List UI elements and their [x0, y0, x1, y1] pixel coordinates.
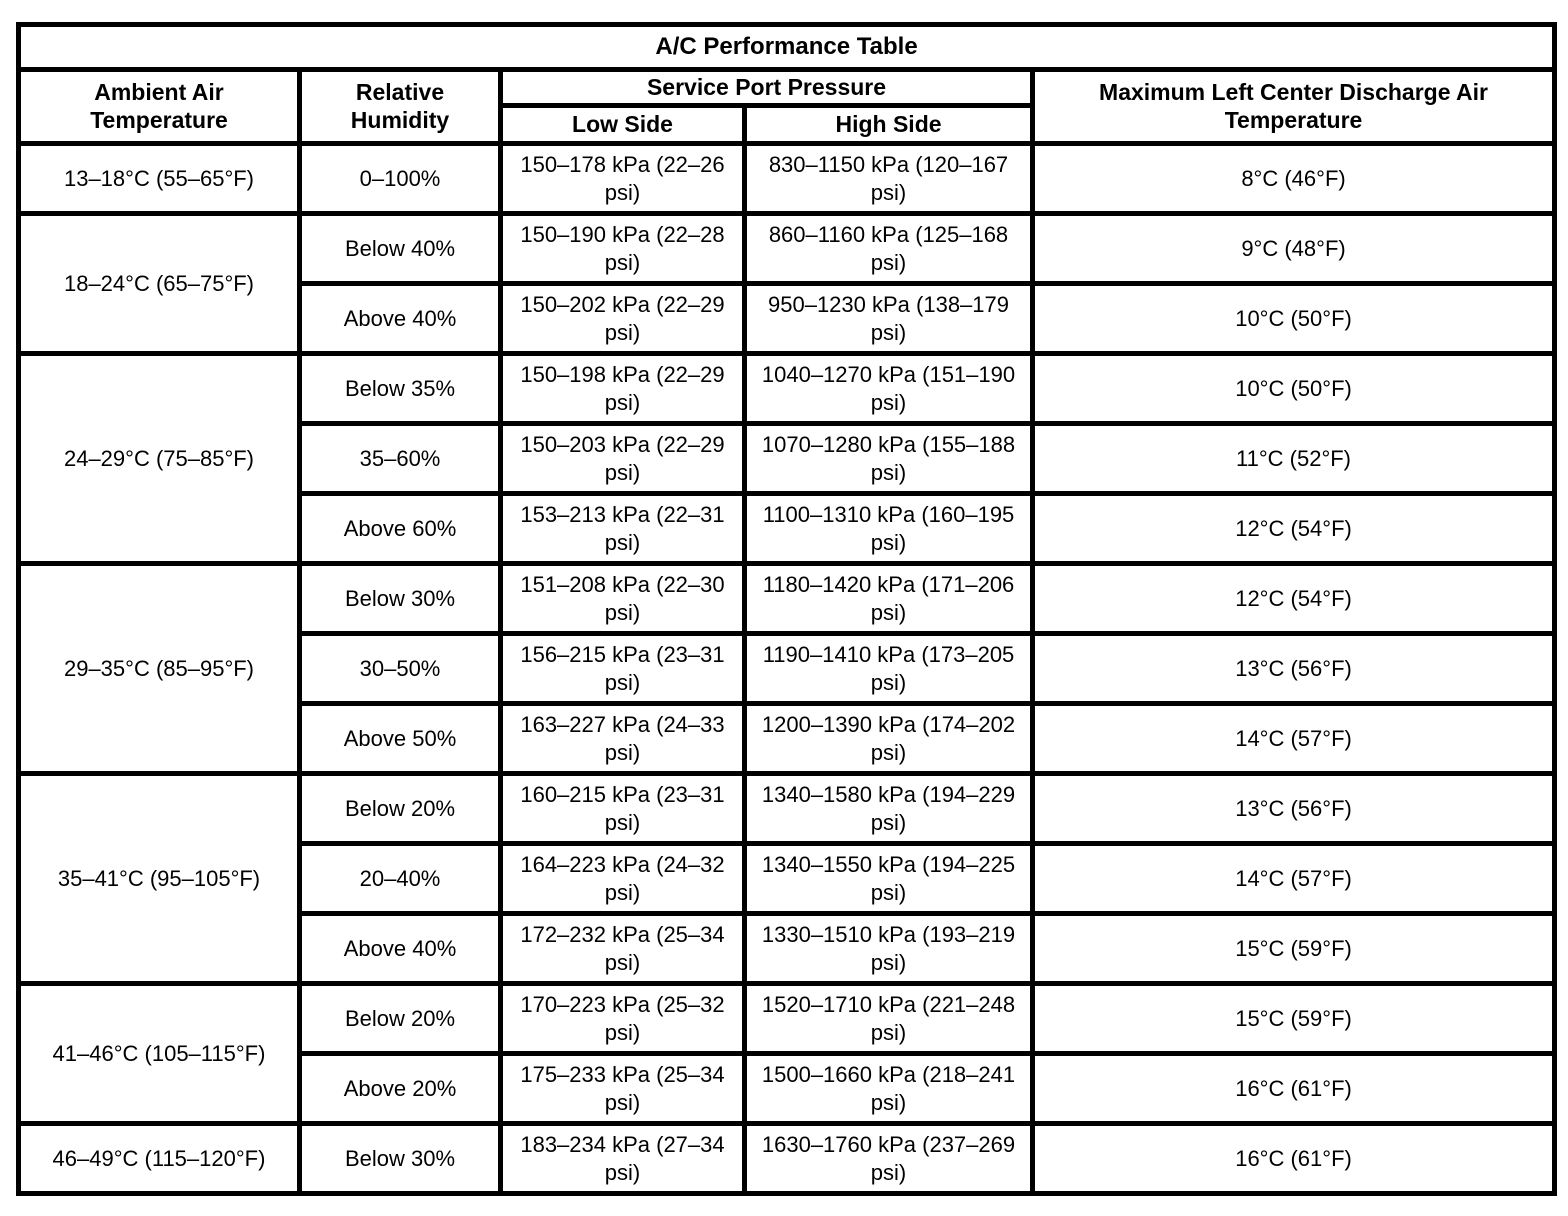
high-side-cell: 830–1150 kPa (120–167 psi) [742, 141, 1035, 217]
high-side-cell: 1070–1280 kPa (155–188 psi) [742, 421, 1035, 497]
header-discharge-label: Maximum Left Center Discharge Air Temper… [1099, 79, 1488, 133]
header-relative-humidity: Relative Humidity [297, 66, 503, 147]
humidity-cell: Below 20% [297, 771, 503, 847]
header-max-discharge-temperature: Maximum Left Center Discharge Air Temper… [1029, 66, 1558, 147]
humidity-cell: Above 60% [297, 491, 503, 567]
discharge-temperature-cell: 11°C (52°F) [1029, 421, 1558, 497]
high-side-cell: 1330–1510 kPa (193–219 psi) [742, 911, 1035, 987]
table-row: 46–49°C (115–120°F) Below 30% 183–234 kPa … [16, 1121, 1558, 1197]
humidity-cell: Below 30% [297, 1121, 503, 1197]
table-row: 35–60% 150–203 kPa (22–29 psi) 1070–1280 k… [19, 421, 1558, 497]
high-side-cell: 1180–1420 kPa (171–206 psi) [742, 561, 1035, 637]
humidity-cell: Below 35% [297, 351, 503, 427]
humidity-cell: 0–100% [297, 141, 503, 217]
high-side-cell: 1520–1710 kPa (221–248 psi) [742, 981, 1035, 1057]
table-row: Above 60% 153–213 kPa (22–31 psi) 1100–131… [19, 491, 1558, 567]
discharge-temperature-cell: 15°C (59°F) [1029, 911, 1558, 987]
humidity-cell: 20–40% [297, 841, 503, 917]
table-row: 18–24°C (65–75°F) Below 40% 150–190 kPa (2… [16, 211, 1558, 357]
high-side-cell: 1100–1310 kPa (160–195 psi) [742, 491, 1035, 567]
table-row: 13–18°C (55–65°F) 0–100% 150–178 kPa (22–2… [16, 141, 1558, 217]
discharge-temperature-cell: 13°C (56°F) [1029, 771, 1558, 847]
header-high-side: High Side [742, 103, 1035, 147]
discharge-temperature-cell: 12°C (54°F) [1029, 491, 1558, 567]
ambient-temperature-cell: 29–35°C (85–95°F) [16, 561, 302, 777]
ambient-temperature-cell: 13–18°C (55–65°F) [16, 141, 302, 217]
discharge-temperature-cell: 10°C (50°F) [1029, 351, 1558, 427]
humidity-cell: Above 40% [297, 911, 503, 987]
table-row: 41–46°C (105–115°F) Below 20% 170–223 kPa … [16, 981, 1558, 1127]
table-body: 13–18°C (55–65°F) 0–100% 150–178 kPa (22–2… [16, 141, 1558, 1197]
table-row: 30–50% 156–215 kPa (23–31 psi) 1190–1410 k… [19, 631, 1558, 707]
low-side-cell: 164–223 kPa (24–32 psi) [498, 841, 747, 917]
table-row: 29–35°C (85–95°F) Below 30% 151–208 kPa (2… [16, 561, 1558, 777]
discharge-temperature-cell: 16°C (61°F) [1029, 1051, 1558, 1127]
low-side-cell: 150–203 kPa (22–29 psi) [498, 421, 747, 497]
low-side-cell: 150–202 kPa (22–29 psi) [498, 281, 747, 357]
low-side-cell: 172–232 kPa (25–34 psi) [498, 911, 747, 987]
humidity-cell: Below 40% [297, 211, 503, 287]
ambient-temperature-cell: 18–24°C (65–75°F) [16, 211, 302, 357]
discharge-temperature-cell: 9°C (48°F) [1029, 211, 1558, 287]
header-ambient-label: Ambient Air Temperature [90, 79, 228, 133]
low-side-cell: 160–215 kPa (23–31 psi) [498, 771, 747, 847]
high-side-cell: 1040–1270 kPa (151–190 psi) [742, 351, 1035, 427]
low-side-cell: 183–234 kPa (27–34 psi) [498, 1121, 747, 1197]
high-side-cell: 1340–1580 kPa (194–229 psi) [742, 771, 1035, 847]
table-row: Above 40% 150–202 kPa (22–29 psi) 950–1230… [19, 281, 1558, 357]
high-side-cell: 1190–1410 kPa (173–205 psi) [742, 631, 1035, 707]
table-row: Above 50% 163–227 kPa (24–33 psi) 1200–139… [19, 701, 1558, 777]
low-side-cell: 170–223 kPa (25–32 psi) [498, 981, 747, 1057]
discharge-temperature-cell: 16°C (61°F) [1029, 1121, 1558, 1197]
humidity-cell: 35–60% [297, 421, 503, 497]
ambient-temperature-cell: 41–46°C (105–115°F) [16, 981, 302, 1127]
humidity-cell: Above 50% [297, 701, 503, 777]
low-side-cell: 150–178 kPa (22–26 psi) [498, 141, 747, 217]
table-row: Above 40% 172–232 kPa (25–34 psi) 1330–151… [19, 911, 1558, 987]
ambient-temperature-cell: 35–41°C (95–105°F) [16, 771, 302, 987]
discharge-temperature-cell: 10°C (50°F) [1029, 281, 1558, 357]
humidity-cell: Below 30% [297, 561, 503, 637]
table-row: 20–40% 164–223 kPa (24–32 psi) 1340–1550 k… [19, 841, 1558, 917]
humidity-cell: Above 20% [297, 1051, 503, 1127]
low-side-cell: 156–215 kPa (23–31 psi) [498, 631, 747, 707]
table-row: 35–41°C (95–105°F) Below 20% 160–215 kPa (… [16, 771, 1558, 987]
header-ambient-air-temperature: Ambient Air Temperature [16, 66, 302, 147]
humidity-cell: 30–50% [297, 631, 503, 707]
header-humidity-label: Relative Humidity [350, 79, 450, 133]
low-side-cell: 150–198 kPa (22–29 psi) [498, 351, 747, 427]
humidity-cell: Below 20% [297, 981, 503, 1057]
high-side-cell: 1500–1660 kPa (218–241 psi) [742, 1051, 1035, 1127]
high-side-cell: 860–1160 kPa (125–168 psi) [742, 211, 1035, 287]
low-side-cell: 151–208 kPa (22–30 psi) [498, 561, 747, 637]
header-low-side: Low Side [498, 103, 747, 147]
low-side-cell: 163–227 kPa (24–33 psi) [498, 701, 747, 777]
table-title: A/C Performance Table [15, 22, 1558, 72]
discharge-temperature-cell: 8°C (46°F) [1029, 141, 1558, 217]
header-row-2: Low Side High Side [19, 103, 1555, 147]
discharge-temperature-cell: 14°C (57°F) [1029, 841, 1558, 917]
header-row-1: Ambient Air Temperature Relative Humidit… [16, 66, 1558, 147]
ac-performance-table: A/C Performance Table Ambient Air Temper… [15, 22, 1558, 1197]
low-side-cell: 150–190 kPa (22–28 psi) [498, 211, 747, 287]
header-service-port-pressure: Service Port Pressure [498, 66, 1035, 109]
high-side-cell: 1200–1390 kPa (174–202 psi) [742, 701, 1035, 777]
high-side-cell: 1340–1550 kPa (194–225 psi) [742, 841, 1035, 917]
table-row: Above 20% 175–233 kPa (25–34 psi) 1500–166… [19, 1051, 1558, 1127]
discharge-temperature-cell: 15°C (59°F) [1029, 981, 1558, 1057]
table-row: 24–29°C (75–85°F) Below 35% 150–198 kPa (2… [16, 351, 1558, 567]
low-side-cell: 153–213 kPa (22–31 psi) [498, 491, 747, 567]
ambient-temperature-cell: 24–29°C (75–85°F) [16, 351, 302, 567]
discharge-temperature-cell: 12°C (54°F) [1029, 561, 1558, 637]
high-side-cell: 950–1230 kPa (138–179 psi) [742, 281, 1035, 357]
high-side-cell: 1630–1760 kPa (237–269 psi) [742, 1121, 1035, 1197]
low-side-cell: 175–233 kPa (25–34 psi) [498, 1051, 747, 1127]
table-title-row: A/C Performance Table [15, 22, 1558, 72]
discharge-temperature-cell: 13°C (56°F) [1029, 631, 1558, 707]
ambient-temperature-cell: 46–49°C (115–120°F) [16, 1121, 302, 1197]
discharge-temperature-cell: 14°C (57°F) [1029, 701, 1558, 777]
humidity-cell: Above 40% [297, 281, 503, 357]
